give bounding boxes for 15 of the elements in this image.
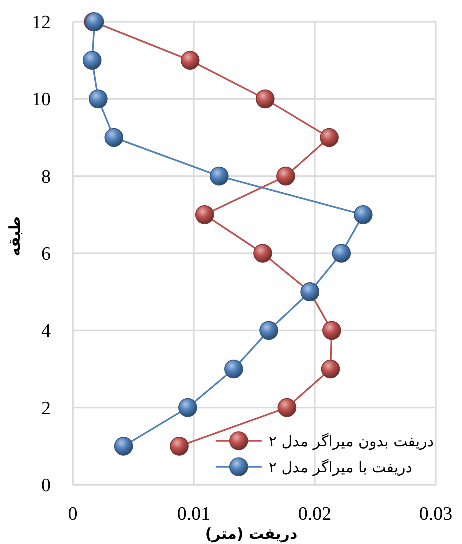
x-tick: 0 [68, 504, 78, 525]
y-title: طبقه [6, 216, 24, 257]
y-tick: 12 [32, 12, 51, 34]
x-title: دریفت (متر) [205, 525, 298, 543]
x-tick: 0.01 [177, 504, 211, 525]
y-tick: 8 [42, 166, 51, 188]
y-tick: 2 [42, 398, 51, 420]
y-tick: 4 [42, 321, 51, 342]
y-tick: 10 [32, 90, 51, 111]
legend-label: دریفت بدون میراگر مدل ۲ [268, 432, 434, 450]
legend-label: دریفت با میراگر مدل ۲ [268, 458, 412, 476]
x-tick: 0.03 [419, 504, 453, 525]
y-tick: 6 [42, 244, 51, 265]
y-tick: 0 [42, 476, 51, 496]
x-tick: 0.02 [298, 504, 332, 525]
